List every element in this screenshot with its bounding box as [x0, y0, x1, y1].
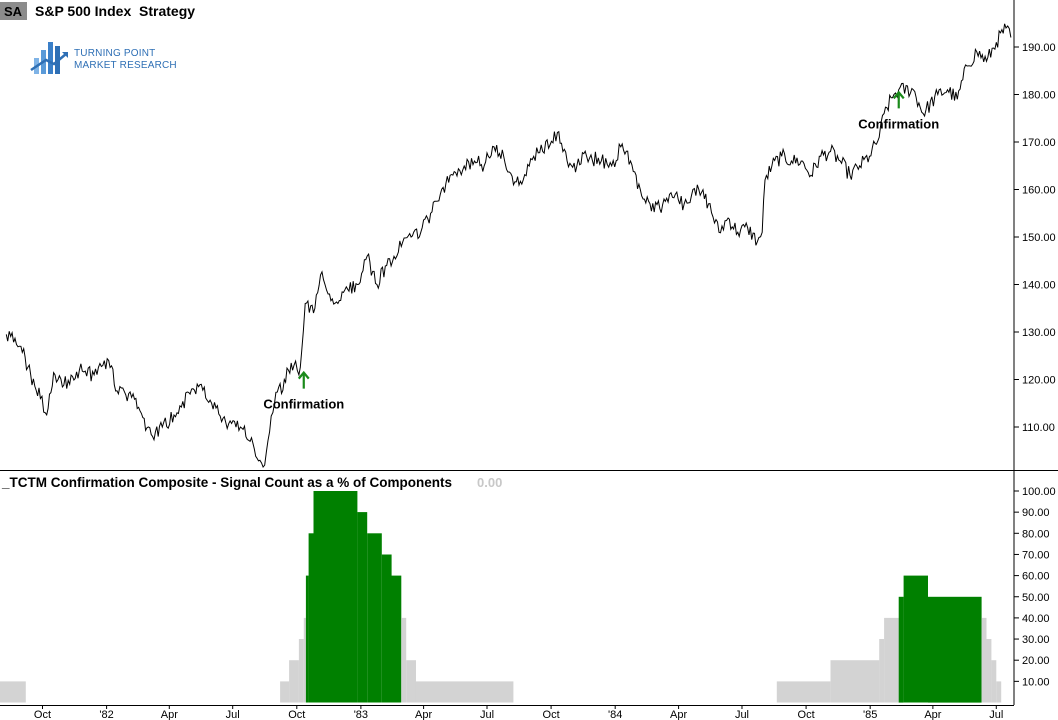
annotation: Confirmation	[858, 90, 939, 131]
x-tick-label: Apr	[415, 709, 432, 720]
price-y-tick-label: 120.00	[1022, 375, 1056, 387]
indicator-bar	[367, 533, 382, 703]
indicator-bar	[391, 575, 402, 703]
x-tick-label: Jul	[735, 709, 749, 720]
price-y-tick-label: 130.00	[1022, 327, 1056, 339]
x-tick-label: '82	[99, 709, 113, 720]
indicator-y-axis: 10.00 20.00 30.00 40.00 50.00 60.00 70.00 80.00…	[1014, 486, 1056, 688]
indicator-title: _TCTM Confirmation Composite - Signal Co…	[1, 475, 452, 490]
indicator-y-tick-label: 20.00	[1022, 655, 1050, 667]
indicator-bar	[357, 512, 368, 703]
indicator-y-tick-label: 30.00	[1022, 634, 1050, 646]
indicator-bar	[981, 617, 987, 703]
x-tick-label: Oct	[798, 709, 815, 720]
indicator-bar	[381, 554, 392, 703]
indicator-bar	[884, 617, 889, 703]
indicator-bar	[298, 639, 304, 703]
price-y-axis: 110.00 120.00 130.00 140.00 150.00 160.00 170.…	[1014, 42, 1056, 434]
indicator-bar	[0, 681, 26, 703]
logo-text-line1: TURNING POINT	[74, 48, 156, 59]
indicator-bar	[879, 639, 885, 703]
indicator-bars	[0, 491, 1002, 703]
indicator-bar	[928, 596, 982, 703]
indicator-bar	[303, 617, 306, 703]
logo-text-line2: MARKET RESEARCH	[74, 60, 177, 71]
x-tick-label: Apr	[161, 709, 178, 720]
x-tick-label: Oct	[288, 709, 305, 720]
indicator-y-tick-label: 100.00	[1022, 486, 1056, 498]
indicator-bar	[406, 660, 416, 703]
x-tick-label: Jul	[480, 709, 494, 720]
indicator-bar	[889, 617, 899, 703]
x-tick-label: Jul	[226, 709, 240, 720]
indicator-bar	[280, 681, 290, 703]
x-tick-label: Apr	[924, 709, 941, 720]
indicator-y-tick-label: 90.00	[1022, 507, 1050, 519]
annotations: Confirmation Confirmation	[263, 90, 939, 412]
price-y-tick-label: 140.00	[1022, 280, 1056, 292]
annotation: Confirmation	[263, 370, 344, 412]
chart-header: SA S&P 500 Index Strategy	[0, 2, 195, 20]
indicator-bar	[991, 660, 997, 703]
x-tick-label: Oct	[34, 709, 51, 720]
indicator-y-tick-label: 10.00	[1022, 676, 1050, 688]
price-series-line	[5, 23, 1012, 468]
chart-title: S&P 500 Index Strategy	[35, 3, 195, 19]
price-y-tick-label: 150.00	[1022, 232, 1056, 244]
price-panel: 110.00 120.00 130.00 140.00 150.00 160.00 170.…	[5, 0, 1056, 470]
symbol-label: SA	[4, 4, 23, 19]
symbol-badge	[0, 2, 27, 20]
indicator-y-tick-label: 60.00	[1022, 571, 1050, 583]
indicator-bar	[289, 660, 299, 703]
indicator-bar	[986, 639, 992, 703]
price-y-tick-label: 170.00	[1022, 137, 1056, 149]
x-tick-label: '83	[354, 709, 368, 720]
price-y-tick-label: 190.00	[1022, 42, 1056, 54]
indicator-y-tick-label: 70.00	[1022, 549, 1050, 561]
price-y-tick-label: 160.00	[1022, 185, 1056, 197]
indicator-bar	[401, 617, 407, 703]
up-arrow-icon	[297, 370, 310, 389]
indicator-y-tick-label: 40.00	[1022, 613, 1050, 625]
x-tick-label: '85	[863, 709, 877, 720]
indicator-bar	[996, 681, 1002, 703]
x-tick-label: '84	[608, 709, 622, 720]
indicator-bar	[903, 575, 928, 703]
indicator-bar	[776, 681, 831, 703]
x-tick-label: Apr	[670, 709, 687, 720]
indicator-bar	[830, 660, 880, 703]
price-y-tick-label: 110.00	[1022, 422, 1055, 434]
indicator-last-value: 0.00	[477, 475, 502, 490]
indicator-y-tick-label: 50.00	[1022, 592, 1050, 604]
indicator-bar	[308, 533, 314, 703]
annotation-label: Confirmation	[858, 116, 939, 131]
up-arrow-icon	[892, 90, 905, 109]
indicator-bar	[313, 491, 358, 703]
brand-logo: TURNING POINT MARKET RESEARCH	[30, 42, 177, 74]
x-tick-label: Jul	[989, 709, 1003, 720]
indicator-bar	[305, 575, 309, 703]
indicator-panel: 10.00 20.00 30.00 40.00 50.00 60.00 70.00 80.00…	[0, 470, 1056, 705]
indicator-y-tick-label: 80.00	[1022, 528, 1050, 540]
indicator-bar	[898, 596, 904, 703]
bar-chart-logo-icon	[30, 42, 68, 74]
x-axis: Oct '82 Apr Jul Oct '83 Apr Jul Oct '84 Apr Jul Oct '…	[34, 705, 1003, 720]
indicator-bar	[415, 681, 514, 703]
price-y-tick-label: 180.00	[1022, 90, 1056, 102]
annotation-label: Confirmation	[263, 397, 344, 412]
x-tick-label: Oct	[543, 709, 560, 720]
